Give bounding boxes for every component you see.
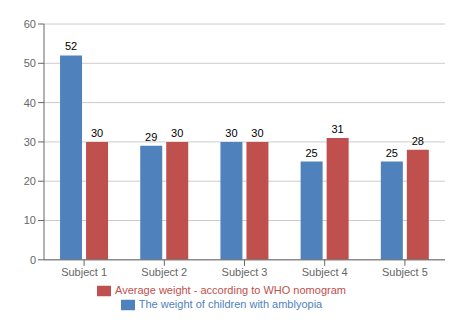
svg-text:30: 30 bbox=[225, 127, 237, 139]
html-text:The weight of children with am: The weight of children with amblyopia bbox=[138, 297, 323, 310]
svg-text:30: 30 bbox=[171, 127, 183, 139]
svg-text:50: 50 bbox=[24, 57, 36, 69]
svg-text:30: 30 bbox=[91, 127, 103, 139]
svg-text:Subject 5: Subject 5 bbox=[382, 266, 428, 278]
svg-text:Subject 2: Subject 2 bbox=[141, 266, 187, 278]
svg-text:0: 0 bbox=[30, 254, 36, 266]
svg-text:10: 10 bbox=[24, 214, 36, 226]
svg-text:Subject 1: Subject 1 bbox=[61, 266, 107, 278]
svg-text:30: 30 bbox=[251, 127, 263, 139]
svg-text:Subject 4: Subject 4 bbox=[302, 266, 348, 278]
svg-text:25: 25 bbox=[386, 147, 398, 159]
svg-text:25: 25 bbox=[306, 147, 318, 159]
svg-text:40: 40 bbox=[24, 97, 36, 109]
svg-text:20: 20 bbox=[24, 175, 36, 187]
svg-text:29: 29 bbox=[145, 131, 157, 143]
svg-text:30: 30 bbox=[24, 136, 36, 148]
svg-text:60: 60 bbox=[24, 18, 36, 30]
svg-text:Subject 3: Subject 3 bbox=[222, 266, 268, 278]
html-text:Average weight - according to: Average weight - according to WHO nomogr… bbox=[115, 283, 346, 296]
svg-text:31: 31 bbox=[332, 123, 344, 135]
svg-text:28: 28 bbox=[412, 135, 424, 147]
svg-text:52: 52 bbox=[65, 40, 77, 52]
